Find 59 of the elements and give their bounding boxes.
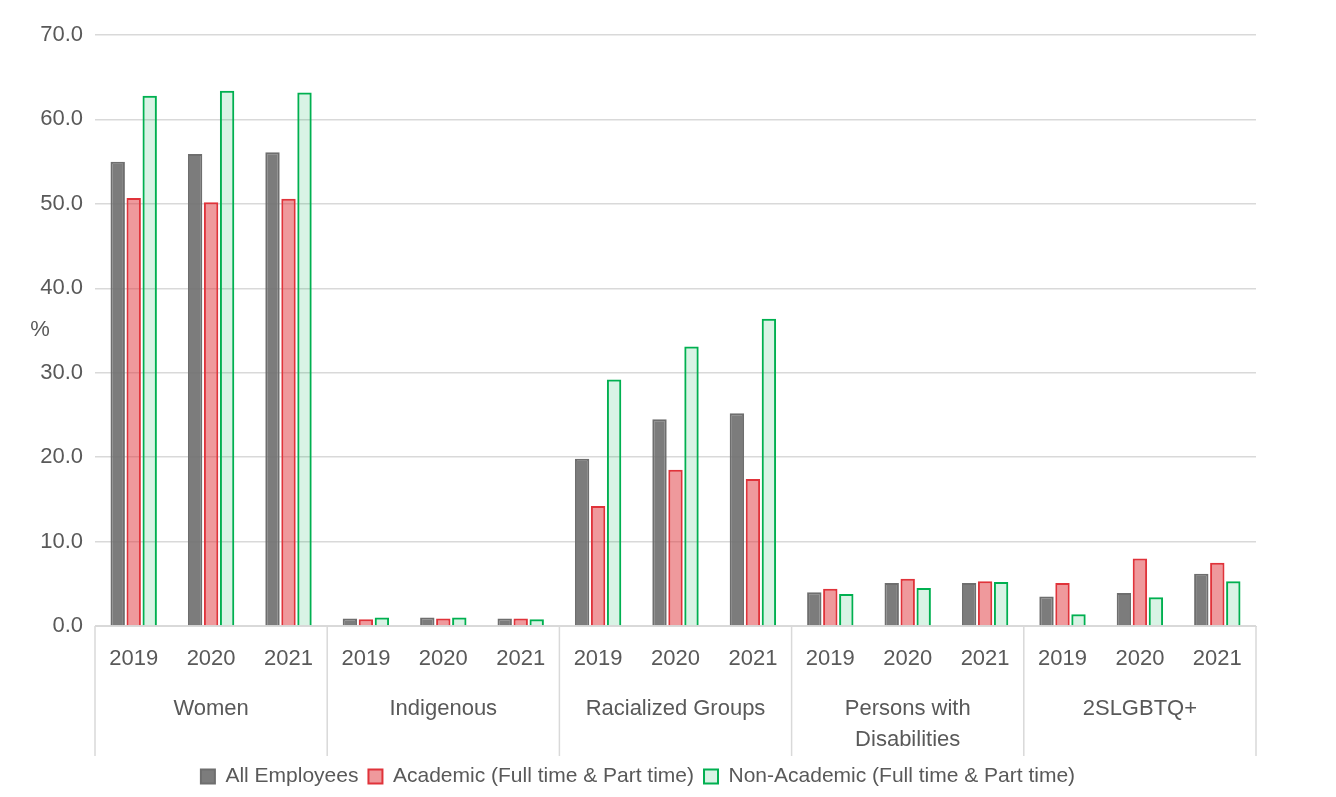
bar [219, 90, 235, 626]
y-tick-label: 60.0 [40, 105, 83, 131]
bar [1132, 558, 1148, 626]
bar [823, 588, 838, 626]
x-tick-label: 2019 [341, 645, 391, 671]
x-tick-label: 2021 [960, 645, 1010, 671]
y-tick-label: 20.0 [40, 443, 83, 469]
bar [203, 202, 219, 626]
y-tick-label: 40.0 [40, 274, 83, 300]
bar [1148, 597, 1164, 626]
bar [606, 379, 622, 626]
legend-label: Non-Academic (Full time & Part time) [728, 763, 1076, 787]
bar [1226, 581, 1241, 626]
text: 2SLGBTQ+ [1082, 695, 1198, 721]
bar [993, 582, 1009, 626]
bar [358, 619, 374, 626]
y-tick-label: 30.0 [40, 358, 83, 384]
text: Persons with Disabilities [844, 695, 971, 752]
bar [839, 593, 854, 626]
bar [668, 469, 683, 626]
x-tick-label: 2019 [805, 645, 855, 671]
bar [761, 318, 777, 626]
bar [916, 588, 931, 626]
y-tick-label: 50.0 [40, 189, 83, 215]
bar [900, 578, 915, 626]
x-tick-label: 2019 [1038, 645, 1087, 671]
y-axis-title: % [30, 315, 50, 341]
bar [684, 346, 699, 626]
bar [1210, 562, 1225, 626]
legend-label: All Employees [225, 763, 359, 787]
text: Racialized Groups [585, 695, 766, 721]
text: Women [173, 695, 249, 721]
legend-label: Academic (Full time & Part time) [392, 763, 695, 787]
y-tick-label: 70.0 [40, 21, 83, 47]
bar [977, 581, 993, 626]
x-tick-label: 2021 [264, 645, 313, 671]
bar [126, 197, 141, 626]
bar [297, 92, 312, 626]
x-tick-label: 2021 [728, 645, 778, 671]
bar [436, 618, 451, 626]
bar [745, 479, 761, 626]
x-tick-label: 2021 [1192, 645, 1242, 671]
text: Indigenous [389, 695, 498, 721]
x-tick-label: 2019 [109, 645, 159, 671]
x-tick-label: 2021 [496, 645, 546, 671]
y-tick-label: 0.0 [52, 612, 83, 638]
bar [281, 198, 296, 626]
y-tick-label: 10.0 [40, 527, 83, 553]
x-tick-label: 2020 [1115, 645, 1165, 671]
bar [513, 618, 528, 626]
bar [142, 95, 157, 626]
x-tick-label: 2019 [573, 645, 623, 671]
bar [590, 506, 606, 626]
x-tick-label: 2020 [651, 645, 700, 671]
x-tick-label: 2020 [883, 645, 933, 671]
bar [1055, 582, 1070, 626]
x-tick-label: 2020 [418, 645, 468, 671]
bar [529, 619, 544, 626]
x-tick-label: 2020 [186, 645, 236, 671]
